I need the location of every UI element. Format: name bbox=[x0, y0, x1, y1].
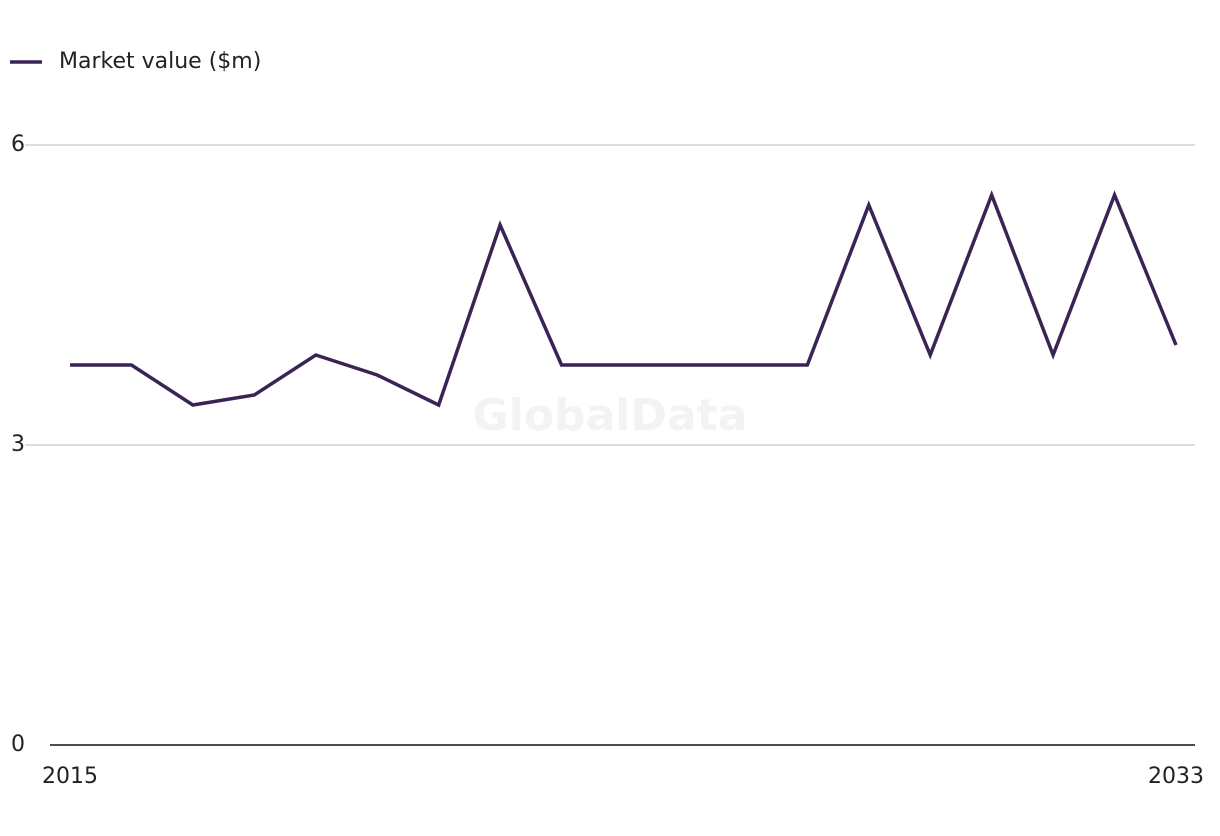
y-tick-label: 3 bbox=[11, 432, 25, 457]
line bbox=[70, 190, 1178, 408]
y-tick-label: 6 bbox=[11, 132, 25, 157]
y-tick-label: 0 bbox=[11, 732, 25, 757]
x-tick-label: 2015 bbox=[42, 764, 98, 789]
legend-label: Market value ($m) bbox=[59, 49, 261, 74]
x-tick-label: 2033 bbox=[1148, 764, 1204, 789]
watermark: GlobalData bbox=[473, 390, 748, 441]
